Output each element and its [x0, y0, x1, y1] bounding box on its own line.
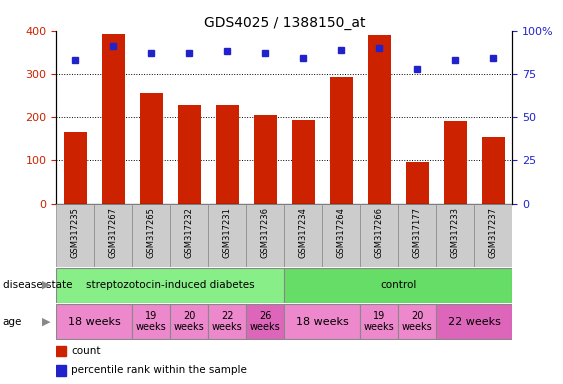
Text: GSM317231: GSM317231 [223, 207, 232, 258]
Text: GSM317236: GSM317236 [261, 207, 270, 258]
Text: 22 weeks: 22 weeks [448, 316, 501, 327]
Text: streptozotocin-induced diabetes: streptozotocin-induced diabetes [86, 280, 254, 290]
Bar [360, 304, 398, 339]
Bar [444, 121, 467, 204]
Bar [399, 204, 436, 267]
Bar [56, 204, 95, 267]
Text: GSM317177: GSM317177 [413, 207, 422, 258]
Text: count: count [71, 346, 100, 356]
Text: GSM317237: GSM317237 [489, 207, 498, 258]
Text: 20
weeks: 20 weeks [402, 311, 433, 333]
Text: 22
weeks: 22 weeks [212, 311, 243, 333]
Bar [330, 78, 352, 204]
Bar [208, 204, 247, 267]
Bar [208, 304, 247, 339]
Text: percentile rank within the sample: percentile rank within the sample [71, 365, 247, 375]
Bar [132, 304, 171, 339]
Text: 18 weeks: 18 weeks [68, 316, 120, 327]
Bar [322, 204, 360, 267]
Text: 26
weeks: 26 weeks [250, 311, 281, 333]
Text: GSM317232: GSM317232 [185, 207, 194, 258]
Bar [284, 304, 360, 339]
Bar [64, 132, 87, 204]
Bar [56, 346, 66, 356]
Bar [56, 304, 132, 339]
Bar [178, 105, 201, 204]
Text: 18 weeks: 18 weeks [296, 316, 348, 327]
Bar [254, 116, 277, 204]
Text: GSM317266: GSM317266 [375, 207, 384, 258]
Bar [436, 204, 474, 267]
Text: GSM317267: GSM317267 [109, 207, 118, 258]
Text: GSM317265: GSM317265 [147, 207, 156, 258]
Bar [284, 268, 512, 303]
Text: disease state: disease state [3, 280, 72, 290]
Text: 19
weeks: 19 weeks [136, 311, 167, 333]
Text: GSM317235: GSM317235 [71, 207, 80, 258]
Bar [171, 204, 208, 267]
Text: GSM317264: GSM317264 [337, 207, 346, 258]
Bar [247, 304, 284, 339]
Text: ▶: ▶ [42, 316, 51, 327]
Bar [216, 105, 239, 204]
Text: control: control [380, 280, 417, 290]
Bar [56, 268, 284, 303]
Text: 19
weeks: 19 weeks [364, 311, 395, 333]
Bar [482, 137, 504, 204]
Bar [171, 304, 208, 339]
Bar [95, 204, 132, 267]
Text: 20
weeks: 20 weeks [174, 311, 205, 333]
Bar [399, 304, 436, 339]
Bar [56, 365, 66, 376]
Bar [368, 35, 391, 204]
Text: ▶: ▶ [42, 280, 51, 290]
Bar [247, 204, 284, 267]
Bar [140, 93, 163, 204]
Text: GSM317234: GSM317234 [299, 207, 308, 258]
Bar [132, 204, 171, 267]
Bar [474, 204, 512, 267]
Bar [284, 204, 322, 267]
Bar [102, 34, 125, 204]
Text: age: age [3, 316, 22, 327]
Bar [436, 304, 512, 339]
Bar [406, 162, 429, 204]
Bar [360, 204, 398, 267]
Text: GSM317233: GSM317233 [451, 207, 460, 258]
Bar [292, 120, 315, 204]
Title: GDS4025 / 1388150_at: GDS4025 / 1388150_at [204, 16, 365, 30]
